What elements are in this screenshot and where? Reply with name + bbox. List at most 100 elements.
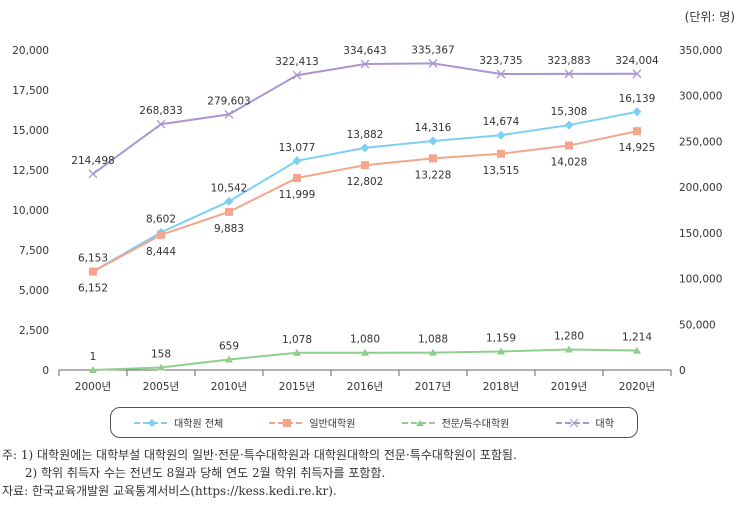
source-note: 자료: 한국교육개발원 교육통계서비스(https://kess.kedi.re… <box>2 484 337 498</box>
y-left-tick-label: 17,500 <box>12 85 49 97</box>
data-label: 214,498 <box>71 155 114 167</box>
x-tick-label: 2010년 <box>211 381 247 393</box>
data-label: 11,999 <box>279 189 316 201</box>
diamond-marker <box>564 120 574 130</box>
square-marker <box>157 230 165 239</box>
data-label: 1,280 <box>554 331 584 343</box>
x-marker <box>496 69 506 79</box>
data-label: 1,080 <box>350 334 380 346</box>
data-label: 323,883 <box>547 55 590 67</box>
square-marker <box>89 267 97 276</box>
y-right-tick-label: 150,000 <box>679 228 722 240</box>
y-left-tick-label: 7,500 <box>19 245 49 257</box>
data-label: 8,444 <box>146 246 176 258</box>
square-marker <box>361 161 369 170</box>
x-tick-label: 2005년 <box>143 381 179 393</box>
x-tick-label: 2015년 <box>279 381 315 393</box>
x-marker <box>88 169 98 179</box>
data-label: 10,542 <box>211 182 248 194</box>
data-label: 1,159 <box>486 332 516 344</box>
data-label: 14,674 <box>483 116 520 128</box>
data-label: 9,883 <box>214 223 244 235</box>
square-marker <box>293 174 301 183</box>
data-label: 324,004 <box>615 55 659 67</box>
square-marker-icon <box>269 418 306 427</box>
legend-item-general-graduate: 일반대학원 <box>269 415 355 430</box>
footnote-1: 주: 1) 대학원에는 대학부설 대학원의 일반·전문·특수대학원과 대학원대학… <box>2 448 517 462</box>
line-chart: 2000년 2005년 2010년 2015년 2016년 2017년 2018년 2019년… <box>12 44 722 393</box>
data-label: 8,602 <box>146 213 176 225</box>
y-right-tick-label: 250,000 <box>679 136 722 148</box>
data-label: 16,139 <box>619 93 656 105</box>
data-label: 14,028 <box>551 157 588 169</box>
triangle-marker <box>225 355 233 363</box>
data-label: 1 <box>90 351 97 363</box>
y-right-tick-label: 350,000 <box>679 45 722 57</box>
triangle-marker <box>157 363 165 371</box>
diamond-marker-icon <box>134 418 171 427</box>
data-label: 1,078 <box>282 334 312 346</box>
square-marker <box>429 154 437 163</box>
data-label: 6,153 <box>78 253 108 265</box>
x-marker <box>360 59 370 69</box>
diamond-marker <box>428 136 438 146</box>
legend-label: 대학원 전체 <box>174 419 224 430</box>
data-label: 268,833 <box>139 105 182 117</box>
data-label: 1,214 <box>622 332 652 344</box>
triangle-marker <box>497 347 505 355</box>
y-left-tick-label: 10,000 <box>12 205 49 217</box>
y-left-tick-label: 15,000 <box>12 125 49 137</box>
data-label: 13,077 <box>279 142 316 154</box>
diamond-marker <box>292 156 302 166</box>
legend-label: 전문/특수대학원 <box>441 419 510 430</box>
y-right-tick-label: 200,000 <box>679 182 722 194</box>
data-label: 335,367 <box>411 44 454 56</box>
diamond-marker <box>360 143 370 153</box>
data-label: 14,925 <box>619 142 656 154</box>
data-label: 6,152 <box>78 283 108 295</box>
data-label: 1,088 <box>418 334 448 346</box>
y-left-tick-label: 12,500 <box>12 165 49 177</box>
triangle-marker <box>633 346 641 354</box>
data-label: 322,413 <box>275 56 318 68</box>
data-label: 13,228 <box>415 169 452 181</box>
square-marker <box>633 127 641 136</box>
data-label: 12,802 <box>347 176 384 188</box>
x-marker <box>292 70 302 80</box>
x-tick-label: 2000년 <box>75 381 111 393</box>
legend-label: 일반대학원 <box>309 419 356 430</box>
x-tick-label: 2020년 <box>619 381 655 393</box>
diamond-marker <box>496 130 506 140</box>
data-label: 14,316 <box>415 122 452 134</box>
triangle-marker <box>361 348 369 356</box>
triangle-marker-icon <box>401 419 438 426</box>
data-label: 158 <box>151 348 171 360</box>
data-label: 323,735 <box>479 55 522 67</box>
legend-item-graduate-total: 대학원 전체 <box>134 415 223 430</box>
x-marker <box>156 119 166 129</box>
y-right-tick-label: 100,000 <box>679 274 722 286</box>
y-right-tick-label: 300,000 <box>679 91 722 103</box>
triangle-marker <box>565 345 573 353</box>
x-marker <box>224 109 234 119</box>
legend-item-university: 대학 <box>555 415 614 430</box>
data-label: 659 <box>219 340 239 352</box>
y-right-tick-label: 0 <box>679 365 686 377</box>
x-tick-label: 2019년 <box>551 381 587 393</box>
y-left-tick-label: 20,000 <box>12 45 49 57</box>
x-marker <box>564 69 574 79</box>
data-label: 334,643 <box>343 45 386 57</box>
diamond-marker <box>224 196 234 206</box>
x-marker-icon <box>555 418 592 427</box>
y-left-tick-label: 5,000 <box>19 285 49 297</box>
data-label: 279,603 <box>207 95 250 107</box>
x-tick-label: 2017년 <box>415 381 451 393</box>
x-tick-label: 2018년 <box>483 381 519 393</box>
footnotes: 주: 1) 대학원에는 대학부설 대학원의 일반·전문·특수대학원과 대학원대학… <box>2 446 517 500</box>
footnote-2: 2) 학위 취득자 수는 전년도 8월과 당해 연도 2월 학위 취득자를 포함… <box>2 466 386 480</box>
legend-label: 대학 <box>595 419 614 430</box>
y-left-tick-label: 0 <box>42 365 49 377</box>
x-marker <box>632 69 642 79</box>
square-marker <box>497 149 505 158</box>
